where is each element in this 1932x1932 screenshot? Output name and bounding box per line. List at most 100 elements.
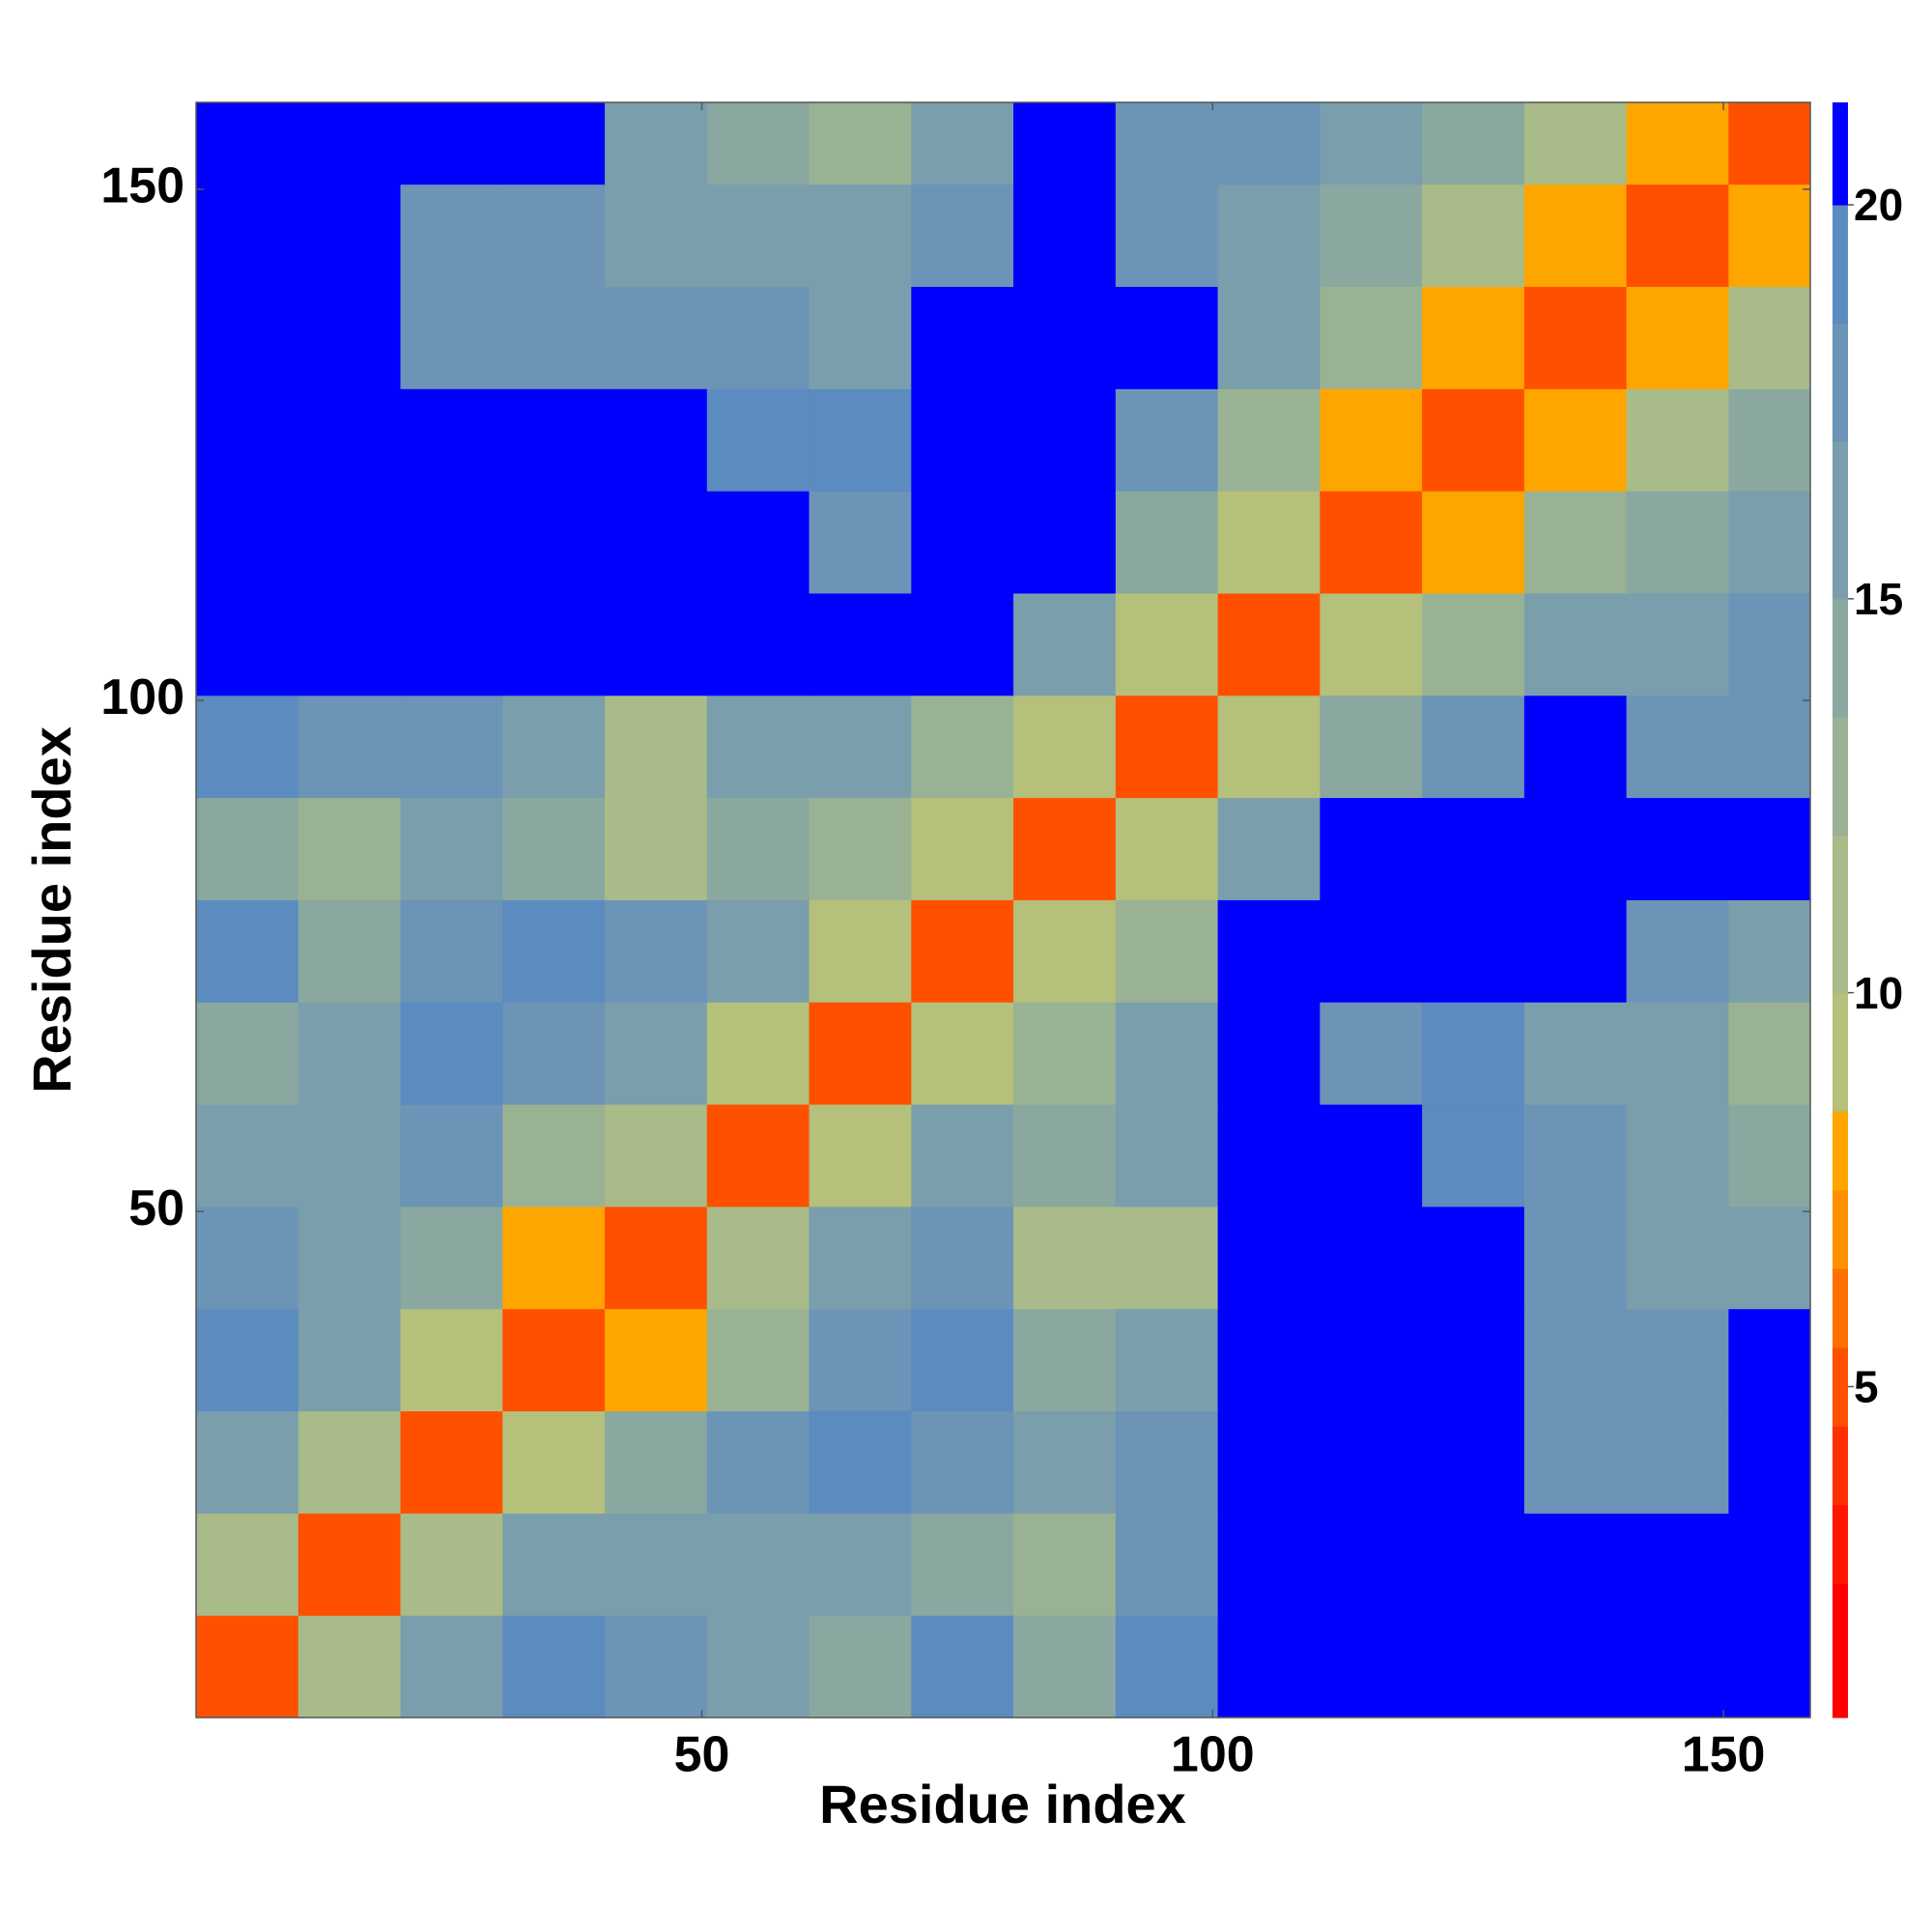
heatmap-cell	[1728, 592, 1811, 696]
heatmap-cell	[1728, 695, 1811, 799]
heatmap-cell	[298, 797, 402, 900]
heatmap-cell	[809, 1513, 912, 1616]
heatmap-cell	[1422, 1104, 1525, 1208]
heatmap-cell	[1626, 491, 1729, 594]
heatmap-cell	[1626, 1002, 1729, 1105]
heatmap-cell	[400, 1104, 503, 1208]
heatmap-cell	[1422, 1308, 1525, 1412]
heatmap-cell	[298, 491, 402, 594]
heatmap-cell	[1217, 1002, 1321, 1105]
heatmap-cell	[706, 1615, 810, 1719]
heatmap-cell	[196, 1206, 299, 1310]
heatmap-cell	[400, 388, 503, 492]
heatmap-cell	[196, 102, 299, 185]
heatmap-cell	[809, 592, 912, 696]
heatmap-cell	[1422, 592, 1525, 696]
heatmap-cell	[400, 1308, 503, 1412]
heatmap-cell	[809, 102, 912, 185]
heatmap-cell	[196, 1002, 299, 1105]
heatmap-cell	[298, 1104, 402, 1208]
heatmap-cell	[809, 388, 912, 492]
heatmap-cell	[298, 286, 402, 389]
heatmap-cell	[1115, 899, 1219, 1003]
heatmap-cell	[1422, 388, 1525, 492]
heatmap-cell	[196, 1104, 299, 1208]
heatmap-cell	[1115, 797, 1219, 900]
heatmap-cell	[196, 899, 299, 1003]
heatmap-cell	[706, 491, 810, 594]
x-tick-label: 150	[1682, 1727, 1766, 1783]
colorbar-segment	[1833, 1268, 1848, 1349]
heatmap-cell	[502, 899, 606, 1003]
heatmap-cell	[1013, 102, 1117, 185]
heatmap-cell	[1217, 1513, 1321, 1616]
heatmap-cell	[605, 1513, 708, 1616]
heatmap-cell	[1115, 1308, 1219, 1412]
heatmap-cell	[400, 1615, 503, 1719]
heatmap-cell	[1013, 1308, 1117, 1412]
heatmap-cell	[1728, 797, 1811, 900]
heatmap-cell	[196, 1615, 299, 1719]
heatmap-cell	[1217, 1410, 1321, 1514]
colorbar-segment	[1833, 205, 1848, 324]
heatmap-cell	[502, 184, 606, 287]
heatmap-cell	[809, 286, 912, 389]
heatmap-cell	[605, 1206, 708, 1310]
heatmap-cell	[605, 388, 708, 492]
heatmap-cell	[502, 1615, 606, 1719]
heatmap-cell	[1115, 388, 1219, 492]
heatmap-cell	[1217, 899, 1321, 1003]
heatmap-cell	[502, 592, 606, 696]
heatmap-cell	[1115, 1002, 1219, 1105]
heatmap-cell	[502, 1002, 606, 1105]
heatmap-cell	[1626, 899, 1729, 1003]
heatmap-cell	[1320, 1513, 1423, 1616]
heatmap-cell	[809, 1002, 912, 1105]
heatmap-cell	[400, 491, 503, 594]
heatmap-cell	[502, 1104, 606, 1208]
heatmap-cell	[809, 184, 912, 287]
heatmap-cell	[196, 491, 299, 594]
colorbar-segment	[1833, 1110, 1848, 1191]
heatmap-cell	[605, 1615, 708, 1719]
heatmap-cell	[1626, 184, 1729, 287]
heatmap-cell	[502, 1513, 606, 1616]
heatmap-cell	[911, 1002, 1014, 1105]
heatmap-cell	[1728, 1002, 1811, 1105]
heatmap-cell	[1320, 899, 1423, 1003]
heatmap-cell	[1728, 1206, 1811, 1310]
heatmap-cell	[1728, 1513, 1811, 1616]
heatmap-cell	[1626, 797, 1729, 900]
heatmap-cell	[1523, 1308, 1628, 1412]
heatmap-cell	[1422, 1615, 1525, 1719]
heatmap-cell	[1626, 102, 1729, 185]
heatmap-cell	[1523, 388, 1628, 492]
heatmap-cell	[298, 1308, 402, 1412]
heatmap-cell	[605, 184, 708, 287]
heatmap-cell	[1626, 286, 1729, 389]
colorbar-tick-label: 15	[1854, 574, 1903, 624]
heatmap-cell	[400, 797, 503, 900]
y-axis-label: Residue index	[21, 726, 82, 1094]
heatmap-cell	[1115, 695, 1219, 799]
heatmap-cell	[1013, 899, 1117, 1003]
heatmap-cell	[809, 1308, 912, 1412]
x-axis-label: Residue index	[819, 1774, 1186, 1834]
heatmap-cell	[1320, 695, 1423, 799]
heatmap-cell	[706, 1104, 810, 1208]
y-tick-label: 100	[100, 669, 185, 725]
heatmap-cell	[605, 1308, 708, 1412]
heatmap-cell	[298, 184, 402, 287]
heatmap-cell	[1626, 1615, 1729, 1719]
heatmap-cell	[1217, 1104, 1321, 1208]
colorbar-segment	[1833, 717, 1848, 837]
heatmap-cell	[1013, 388, 1117, 492]
heatmap-cell	[1115, 1410, 1219, 1514]
heatmap-cell	[1626, 1206, 1729, 1310]
heatmap-cell	[605, 1410, 708, 1514]
heatmap-cell	[706, 1410, 810, 1514]
heatmap-cell	[1217, 388, 1321, 492]
heatmap-cell	[502, 491, 606, 594]
heatmap-cell	[196, 286, 299, 389]
heatmap-cell	[1523, 899, 1628, 1003]
